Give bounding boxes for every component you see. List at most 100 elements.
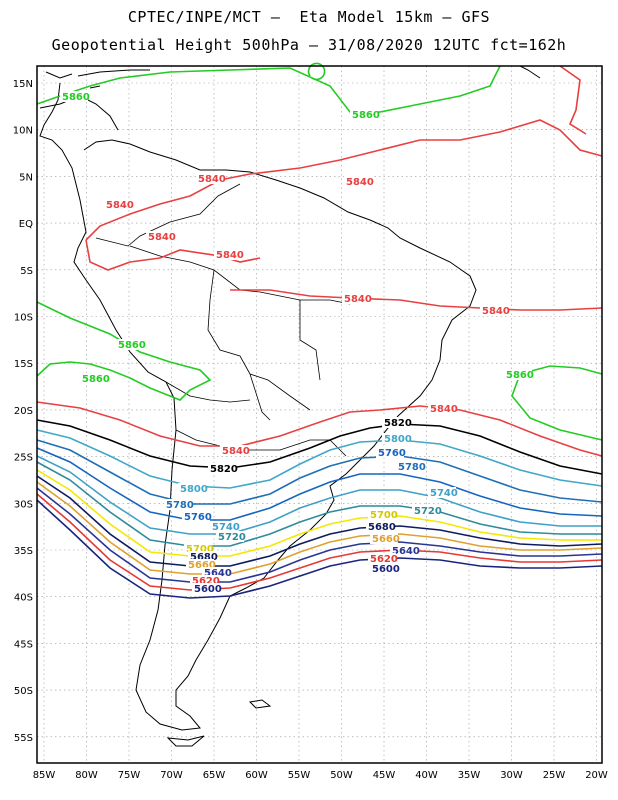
contour-label: 5600	[194, 584, 222, 595]
lon-tick-label: 75W	[118, 770, 141, 781]
contour-label: 5860	[82, 374, 110, 385]
lat-tick-label: EQ	[19, 219, 33, 230]
contour-5840	[230, 289, 603, 311]
contour-label-bg	[186, 559, 214, 570]
contour-label-bg	[480, 305, 508, 316]
contour-5720	[36, 461, 602, 547]
lon-tick-label: 25W	[543, 770, 566, 781]
contour-label: 5620	[192, 576, 220, 587]
contour-label: 5820	[210, 464, 238, 475]
contour-label: 5660	[372, 534, 400, 545]
contour-label-bg	[214, 249, 242, 260]
contour-label-bg	[60, 91, 88, 102]
contour-label-bg	[178, 483, 206, 494]
contour-label-bg	[382, 417, 410, 428]
height-contours	[36, 62, 603, 599]
contour-5840	[85, 119, 603, 241]
contour-label: 5860	[352, 110, 380, 121]
contour-label: 5760	[184, 512, 212, 523]
lat-tick-label: 45S	[14, 639, 33, 650]
coastline	[248, 699, 272, 709]
contour-label-bg	[368, 509, 396, 520]
contour-label: 5680	[368, 522, 396, 533]
lon-tick-label: 50W	[330, 770, 353, 781]
lat-tick-label: 10N	[13, 126, 33, 137]
contour-5740	[36, 455, 602, 535]
contour-label: 5700	[186, 544, 214, 555]
lon-tick-label: 20W	[585, 770, 608, 781]
lat-tick-label: 10S	[14, 313, 33, 324]
contour-5600	[36, 499, 603, 599]
contour-label: 5660	[188, 560, 216, 571]
contour-5780	[36, 439, 603, 505]
contour-label-bg	[184, 543, 212, 554]
contour-5640	[36, 487, 603, 583]
coastline	[519, 65, 541, 79]
contour-label-bg	[428, 403, 456, 414]
contour-label: 5620	[370, 554, 398, 565]
contour-label: 5840	[430, 404, 458, 415]
contour-label-bg	[342, 293, 370, 304]
contour-5840	[559, 65, 587, 135]
contour-label: 5840	[148, 232, 176, 243]
lat-tick-label: 20S	[14, 406, 33, 417]
country-border	[175, 429, 347, 457]
lon-tick-label: 45W	[373, 770, 396, 781]
contour-label: 5720	[218, 532, 246, 543]
contour-label: 5800	[180, 484, 208, 495]
lat-tick-label: 5S	[20, 266, 33, 277]
contour-5680	[36, 475, 603, 567]
contour-label-bg	[390, 545, 418, 556]
coastline	[77, 69, 150, 77]
contour-label-bg	[192, 583, 220, 594]
contour-label: 5680	[190, 552, 218, 563]
contour-label-bg	[412, 505, 440, 516]
lat-lon-grid	[37, 66, 602, 763]
map-title: CPTEC/INPE/MCT – Eta Model 15km – GFS	[127, 8, 491, 26]
contour-label: 5740	[212, 522, 240, 533]
contour-label: 5840	[106, 200, 134, 211]
lon-tick-label: 80W	[75, 770, 98, 781]
country-border	[249, 373, 271, 421]
contour-label: 5720	[414, 506, 442, 517]
lat-tick-label: 15S	[14, 359, 33, 370]
contour-label: 5740	[430, 488, 458, 499]
continent-outlines	[39, 65, 541, 747]
contour-5800	[36, 429, 603, 489]
lat-tick-label: 30S	[14, 499, 33, 510]
contour-label-bg	[182, 511, 210, 522]
contour-label-bg	[370, 533, 398, 544]
contour-5620	[36, 493, 603, 591]
contour-label-bg	[104, 199, 132, 210]
lon-tick-label: 30W	[500, 770, 523, 781]
contour-label-bg	[504, 369, 532, 380]
contour-label: 5840	[346, 177, 374, 188]
map-subtitle: Geopotential Height 500hPa – 31/08/2020 …	[51, 36, 567, 54]
contour-label: 5600	[372, 564, 400, 575]
contour-label-bg	[396, 461, 424, 472]
contour-label-bg	[382, 433, 410, 444]
contour-label-bg	[344, 176, 372, 187]
contour-label-bg	[216, 531, 244, 542]
contour-label-bg	[210, 521, 238, 532]
map-frame	[36, 65, 603, 764]
contour-label: 5640	[392, 546, 420, 557]
contour-5820	[36, 419, 603, 475]
coastline	[166, 735, 205, 747]
lon-tick-label: 55W	[288, 770, 311, 781]
contour-5860	[36, 65, 501, 113]
contour-label-bg	[368, 553, 396, 564]
lon-tick-label: 65W	[203, 770, 226, 781]
lon-tick-label: 35W	[458, 770, 481, 781]
contour-label: 5840	[198, 174, 226, 185]
contour-label-bg	[116, 339, 144, 350]
contour-label-bg	[188, 551, 216, 562]
contour-label: 5780	[398, 462, 426, 473]
contour-label: 5840	[216, 250, 244, 261]
coastline	[45, 71, 73, 79]
contour-5840	[36, 401, 603, 457]
contour-label: 5700	[370, 510, 398, 521]
country-border	[165, 381, 251, 403]
contour-label: 5860	[118, 340, 146, 351]
